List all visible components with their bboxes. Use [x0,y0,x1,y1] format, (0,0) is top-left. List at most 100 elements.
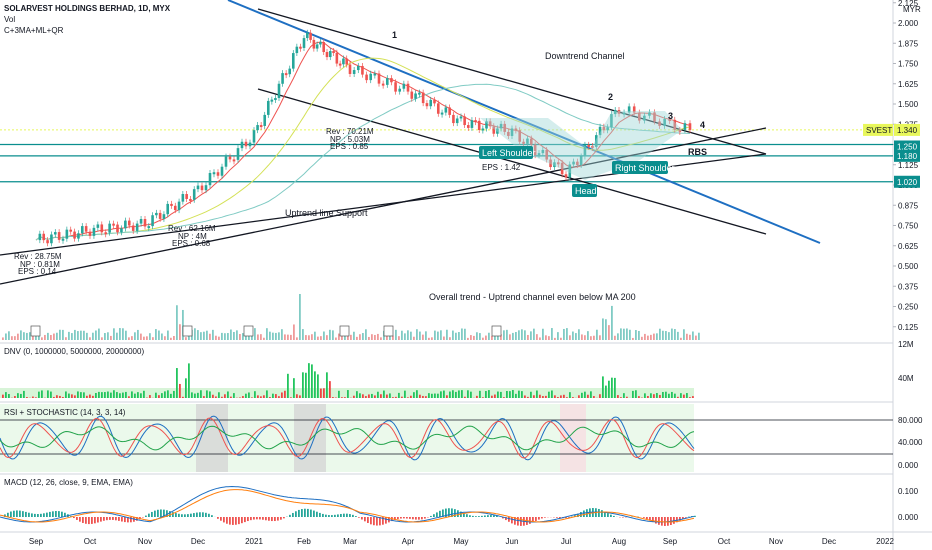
candle-body [545,149,549,160]
volume-bar [575,333,577,340]
volume-bar [146,336,148,340]
volume-bar [299,294,301,340]
dnv-bar [431,393,433,398]
volume-bar [320,336,322,340]
dnv-bar [170,393,172,398]
candle-body [678,129,682,132]
macd-histogram-bar [304,508,306,517]
volume-bar [56,332,58,340]
dnv-bar [92,395,94,398]
volume-bar [413,336,415,340]
dnv-bar [563,394,565,398]
macd-histogram-bar [646,517,648,520]
symbol-badge-text: SVEST [866,126,892,135]
volume-bar [107,332,109,340]
dnv-bar [689,397,691,398]
macd-histogram-bar [46,512,48,517]
volume-bar [491,335,493,340]
volume-bar [137,329,139,340]
candle-body [220,166,224,176]
event-marker[interactable] [30,325,41,337]
volume-bar [614,335,616,340]
candle-body [541,149,545,154]
macd-histogram-bar [343,513,345,517]
dnv-bar [356,391,358,398]
dnv-bar [611,377,613,398]
volume-bar [314,331,316,340]
dnv-bar [662,391,664,398]
rbs-label: RBS [688,147,707,157]
macd-histogram-bar [493,515,495,517]
volume-bar [539,337,541,340]
rsi-tick-0: 0.000 [898,461,919,470]
macd-histogram-bar [31,513,33,517]
dnv-bar [512,390,514,398]
candle-body [38,233,42,241]
price-badge-1.250 [894,140,920,153]
event-marker[interactable] [383,325,394,337]
volume-bar [509,334,511,340]
candle-body [533,144,537,156]
dnv-bar [551,390,553,398]
volume-bar [587,331,589,340]
candle-body [568,164,572,178]
dnv-bar [506,390,508,398]
volume-bar [623,328,625,340]
month-tick-Dec: Dec [191,537,205,546]
macd-histogram-bar [694,515,696,517]
event-marker[interactable] [491,325,502,337]
volume-bar [470,335,472,340]
candle-body [315,44,319,49]
dnv-bar [668,393,670,398]
event-marker[interactable] [182,325,193,337]
candle-body [394,82,397,92]
macd-tick-0: 0.000 [898,513,919,522]
candle-body [361,65,364,75]
dnv-bar [281,392,283,398]
macd-histogram-bar [34,513,36,517]
price-badge-text-1.020: 1.020 [897,178,918,187]
volume-bar [143,336,145,340]
volume-bar [560,337,562,340]
volume-bar [671,328,673,340]
left-shoulder-box [479,146,533,159]
candle-body [342,58,345,65]
macd-histogram-bar [178,513,180,517]
volume-bar [197,330,199,340]
macd-histogram-bar [181,514,183,517]
volume-bar [464,328,466,340]
candle-body [158,212,162,219]
volume-bar [308,335,310,340]
dnv-bar [41,390,43,398]
dnv-bar [434,393,436,398]
volume-bar [695,335,697,340]
macd-histogram-bar [283,517,285,519]
macd-histogram-bar [280,517,282,520]
event-marker[interactable] [339,325,350,337]
macd-histogram-bar [295,511,297,517]
macd-histogram-bar [148,513,150,517]
candle-body [120,228,123,233]
candle-body [564,174,568,178]
dnv-bar [332,397,334,398]
candle-body [259,125,263,128]
dnv-bar [521,391,523,398]
dnv-bar [296,394,298,398]
price-badge-text-1.180: 1.180 [897,152,918,161]
volume-bar [563,328,565,340]
macd-histogram-bar [193,513,195,517]
dnv-bar [272,393,274,398]
event-marker[interactable] [243,325,254,337]
volume-bar [374,334,376,340]
macd-histogram-bar [529,517,531,524]
dnv-bar [443,390,445,398]
dnv-bar [464,396,466,398]
volume-bar [167,330,169,340]
candle-body [200,185,204,191]
dnv-bar [338,390,340,398]
candle-body [50,234,53,244]
macd-histogram-bar [235,517,237,525]
macd-histogram-bar [79,517,81,522]
candle-body [224,156,228,167]
macd-histogram-bar [484,515,486,517]
